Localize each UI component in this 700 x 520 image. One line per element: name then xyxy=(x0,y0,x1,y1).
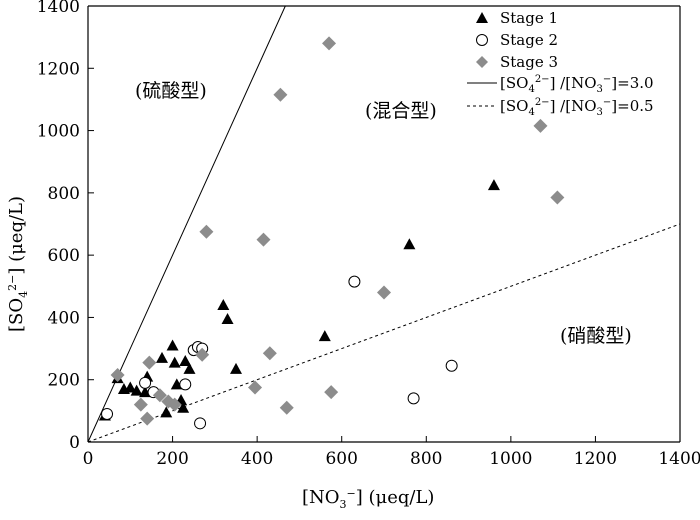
x-tick-label: 800 xyxy=(410,449,442,469)
data-point-stage-1 xyxy=(318,330,331,342)
data-point-stage-2 xyxy=(101,407,114,420)
data-point-stage-3 xyxy=(377,285,391,300)
x-tick-label: 1000 xyxy=(489,449,532,469)
legend-marker-stage-2 xyxy=(476,34,488,46)
legend-marker-stage-1 xyxy=(476,12,488,23)
data-point-stage-1 xyxy=(179,355,192,367)
y-tick-label: 400 xyxy=(48,308,80,328)
region-label-mixed: (混合型) xyxy=(365,100,437,122)
data-point-stage-3 xyxy=(550,190,565,205)
data-point-stage-2 xyxy=(194,417,207,430)
data-point-stage-1 xyxy=(177,401,190,413)
data-point-stage-1 xyxy=(487,179,500,191)
legend-label-ratio-05: [SO42−] /[NO3−]=0.5 xyxy=(500,97,654,118)
y-tick-label: 1400 xyxy=(37,0,80,17)
x-tick-label: 1200 xyxy=(574,449,617,469)
x-axis-title: [NO3−] (μeq/L) xyxy=(302,487,434,511)
y-tick-label: 0 xyxy=(69,433,80,453)
data-point-stage-3 xyxy=(142,355,157,370)
data-point-stage-2 xyxy=(348,275,361,288)
data-point-stage-1 xyxy=(166,339,179,351)
region-label-nitrate: (硝酸型) xyxy=(560,325,632,347)
data-point-stage-3 xyxy=(140,411,155,426)
data-point-stage-2 xyxy=(139,376,152,389)
legend-label-ratio-3: [SO42−] /[NO3−]=3.0 xyxy=(500,74,654,95)
legend-marker-stage-3 xyxy=(476,56,488,68)
data-point-stage-3 xyxy=(533,118,548,133)
data-point-stage-1 xyxy=(168,356,181,368)
region-label-sulfate: (硫酸型) xyxy=(135,80,207,102)
data-point-stage-1 xyxy=(160,406,173,418)
x-tick-label: 0 xyxy=(83,449,94,469)
data-point-stage-1 xyxy=(156,351,168,363)
data-point-stage-1 xyxy=(221,312,234,324)
y-axis-title: [SO42−] (μeq/L) xyxy=(6,196,30,332)
data-point-stage-2 xyxy=(407,392,420,405)
data-point-stage-3 xyxy=(248,380,263,395)
data-point-stage-1 xyxy=(124,381,137,393)
x-tick-label: 400 xyxy=(241,449,273,469)
data-point-stage-3 xyxy=(262,346,277,361)
data-point-stage-3 xyxy=(199,224,214,239)
data-point-stage-3 xyxy=(322,36,337,51)
data-point-stage-1 xyxy=(230,362,242,374)
legend-label-stage-2: Stage 2 xyxy=(500,31,558,49)
y-tick-label: 1000 xyxy=(37,122,80,142)
data-point-stage-3 xyxy=(152,388,167,403)
data-point-stage-3 xyxy=(167,397,182,412)
data-point-stage-3 xyxy=(110,368,125,383)
data-point-stage-3 xyxy=(273,87,288,102)
data-point-stage-2 xyxy=(179,378,192,391)
legend: Stage 1 Stage 2 Stage 3 [SO42−] /[NO3−]=… xyxy=(467,9,654,118)
data-point-stage-3 xyxy=(324,385,339,400)
data-point-stage-3 xyxy=(279,400,294,415)
x-tick-label: 200 xyxy=(156,449,188,469)
y-tick-label: 1200 xyxy=(37,59,80,79)
data-point-stage-3 xyxy=(195,347,210,362)
data-point-stage-3 xyxy=(256,232,271,247)
data-point-stage-1 xyxy=(403,238,416,250)
y-tick-label: 600 xyxy=(48,246,80,266)
legend-label-stage-3: Stage 3 xyxy=(500,53,558,71)
data-point-stage-1 xyxy=(217,298,230,310)
y-tick-label: 200 xyxy=(48,371,80,391)
legend-label-stage-1: Stage 1 xyxy=(500,9,558,27)
data-point-stage-2 xyxy=(445,359,458,372)
x-tick-label: 600 xyxy=(325,449,357,469)
ratio-line-3 xyxy=(87,5,286,443)
x-tick-label: 1400 xyxy=(658,449,700,469)
data-point-stage-1 xyxy=(183,362,196,374)
y-tick-label: 800 xyxy=(48,184,80,204)
data-point-stage-3 xyxy=(133,397,148,412)
data-point-stage-1 xyxy=(130,384,143,396)
